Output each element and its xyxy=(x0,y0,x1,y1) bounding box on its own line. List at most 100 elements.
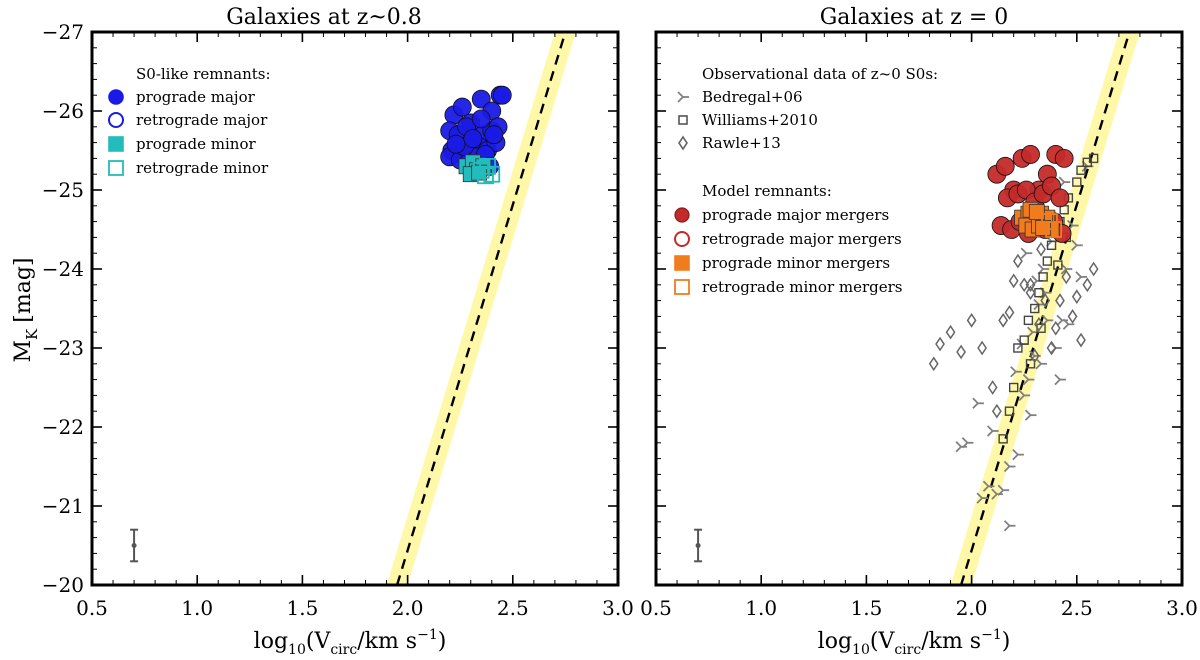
data-point xyxy=(1022,373,1035,386)
data-point xyxy=(972,397,984,409)
data-point xyxy=(987,425,999,437)
data-point xyxy=(998,434,1008,444)
data-point xyxy=(1028,204,1045,221)
left-panel-title: Galaxies at z~0.8 xyxy=(226,5,422,30)
legend-marker-retrograde-major xyxy=(108,112,124,128)
legend-label-prograde-major: prograde major xyxy=(136,88,256,106)
right-error-bar xyxy=(694,528,703,563)
data-point xyxy=(1045,221,1063,238)
data-point xyxy=(982,480,995,492)
legend-label-bedregal: Bedregal+06 xyxy=(702,88,803,106)
x-tick-label: 2.5 xyxy=(1061,596,1093,620)
y-tick-label: −25 xyxy=(42,178,84,202)
left-x-axis-label: log10(Vcirc/km s−1) xyxy=(254,627,447,658)
data-point xyxy=(471,89,491,109)
right-tully-fisher-band xyxy=(950,32,1140,585)
data-point xyxy=(1021,145,1040,164)
data-point xyxy=(997,484,1010,496)
data-point xyxy=(1046,240,1057,251)
right-x-axis-label: log10(Vcirc/km s−1) xyxy=(818,627,1011,658)
data-point xyxy=(492,85,512,105)
legend-marker-rawle xyxy=(678,135,688,151)
left-legend: S0-like remnants: prograde major retrogr… xyxy=(108,65,271,177)
x-tick-label: 3.0 xyxy=(602,596,634,620)
data-point xyxy=(1004,305,1015,320)
left-tully-fisher-band xyxy=(386,32,576,585)
data-point xyxy=(1054,373,1066,386)
data-point xyxy=(1050,188,1070,208)
data-point xyxy=(1012,253,1023,269)
y-tick-label: −27 xyxy=(42,20,84,44)
y-tick-label: −24 xyxy=(42,257,84,281)
data-point xyxy=(976,492,989,504)
legend-label-prograde-minor: prograde minor xyxy=(136,135,256,153)
data-point xyxy=(1010,366,1022,378)
left-error-bar xyxy=(130,528,139,563)
data-point xyxy=(1013,343,1023,353)
y-tick-label: −21 xyxy=(42,494,84,518)
data-point xyxy=(1054,148,1074,168)
legend-marker-williams xyxy=(678,115,688,125)
x-tick-label: 2.5 xyxy=(497,596,529,620)
data-point xyxy=(945,324,956,340)
data-point xyxy=(966,312,977,328)
right-legend-obs-heading: Observational data of z~0 S0s: xyxy=(702,65,938,83)
data-point xyxy=(1053,260,1063,270)
right-plot-frame xyxy=(654,30,1184,587)
data-point xyxy=(1019,335,1029,345)
data-point xyxy=(452,97,472,117)
data-point xyxy=(977,340,988,356)
y-tick-label: −23 xyxy=(42,336,84,360)
data-point xyxy=(477,167,494,185)
data-point xyxy=(1088,261,1099,277)
x-tick-label: 1.0 xyxy=(181,596,213,620)
x-tick-label: 3.0 xyxy=(1166,596,1198,620)
data-point xyxy=(1042,256,1053,266)
data-point xyxy=(1082,277,1093,293)
data-point xyxy=(935,336,945,352)
data-point xyxy=(1061,269,1072,285)
legend-marker-retrograde-minor-mergers xyxy=(674,279,690,295)
y-tick-label: −20 xyxy=(42,573,84,597)
data-point xyxy=(1067,309,1078,324)
data-point xyxy=(1023,315,1034,326)
data-point xyxy=(1008,273,1019,289)
data-point xyxy=(955,441,968,453)
data-point xyxy=(991,403,1002,419)
left-axis-ticks: 0.5 1.0 1.5 2.0 2.5 3.0 −27 −26 −25 −24 −23 −22 −21 −… xyxy=(42,20,634,620)
data-point xyxy=(1025,359,1036,369)
data-point xyxy=(1076,165,1086,175)
legend-marker-retrograde-major-mergers xyxy=(674,231,690,247)
right-panel: Galaxies at z = 0 0.5 1.0 1.5 2.0 2.5 3.0 Obs… xyxy=(640,5,1198,658)
data-point xyxy=(995,156,1015,176)
x-tick-label: 2.0 xyxy=(392,596,424,620)
y-tick-label: −22 xyxy=(42,415,84,439)
legend-label-prograde-minor-mergers: prograde minor mergers xyxy=(702,254,890,272)
x-tick-label: 0.5 xyxy=(76,596,108,620)
data-point xyxy=(1029,348,1040,364)
data-point xyxy=(1003,520,1016,532)
legend-marker-retrograde-minor xyxy=(108,160,124,176)
data-point xyxy=(1004,406,1015,416)
data-point xyxy=(956,344,966,360)
data-point xyxy=(1075,271,1088,283)
right-legend: Observational data of z~0 S0s: Bedregal+… xyxy=(674,65,938,296)
data-point xyxy=(961,437,974,449)
legend-marker-prograde-minor xyxy=(108,136,124,152)
left-legend-heading: S0-like remnants: xyxy=(136,65,271,83)
legend-marker-prograde-major-mergers xyxy=(674,207,690,223)
x-tick-label: 2.0 xyxy=(956,596,988,620)
data-point xyxy=(1072,177,1082,187)
data-point xyxy=(1003,460,1016,473)
legend-label-williams: Williams+2010 xyxy=(702,111,818,129)
data-point xyxy=(987,380,998,395)
legend-marker-prograde-minor-mergers xyxy=(674,255,690,271)
y-axis-label: MK[mag] xyxy=(11,258,41,363)
data-point xyxy=(1088,153,1099,164)
data-point xyxy=(1030,303,1040,314)
left-data-points xyxy=(440,85,512,185)
legend-label-retrograde-major: retrograde major xyxy=(136,111,268,129)
right-panel-title: Galaxies at z = 0 xyxy=(820,5,1009,30)
data-point xyxy=(998,312,1009,328)
